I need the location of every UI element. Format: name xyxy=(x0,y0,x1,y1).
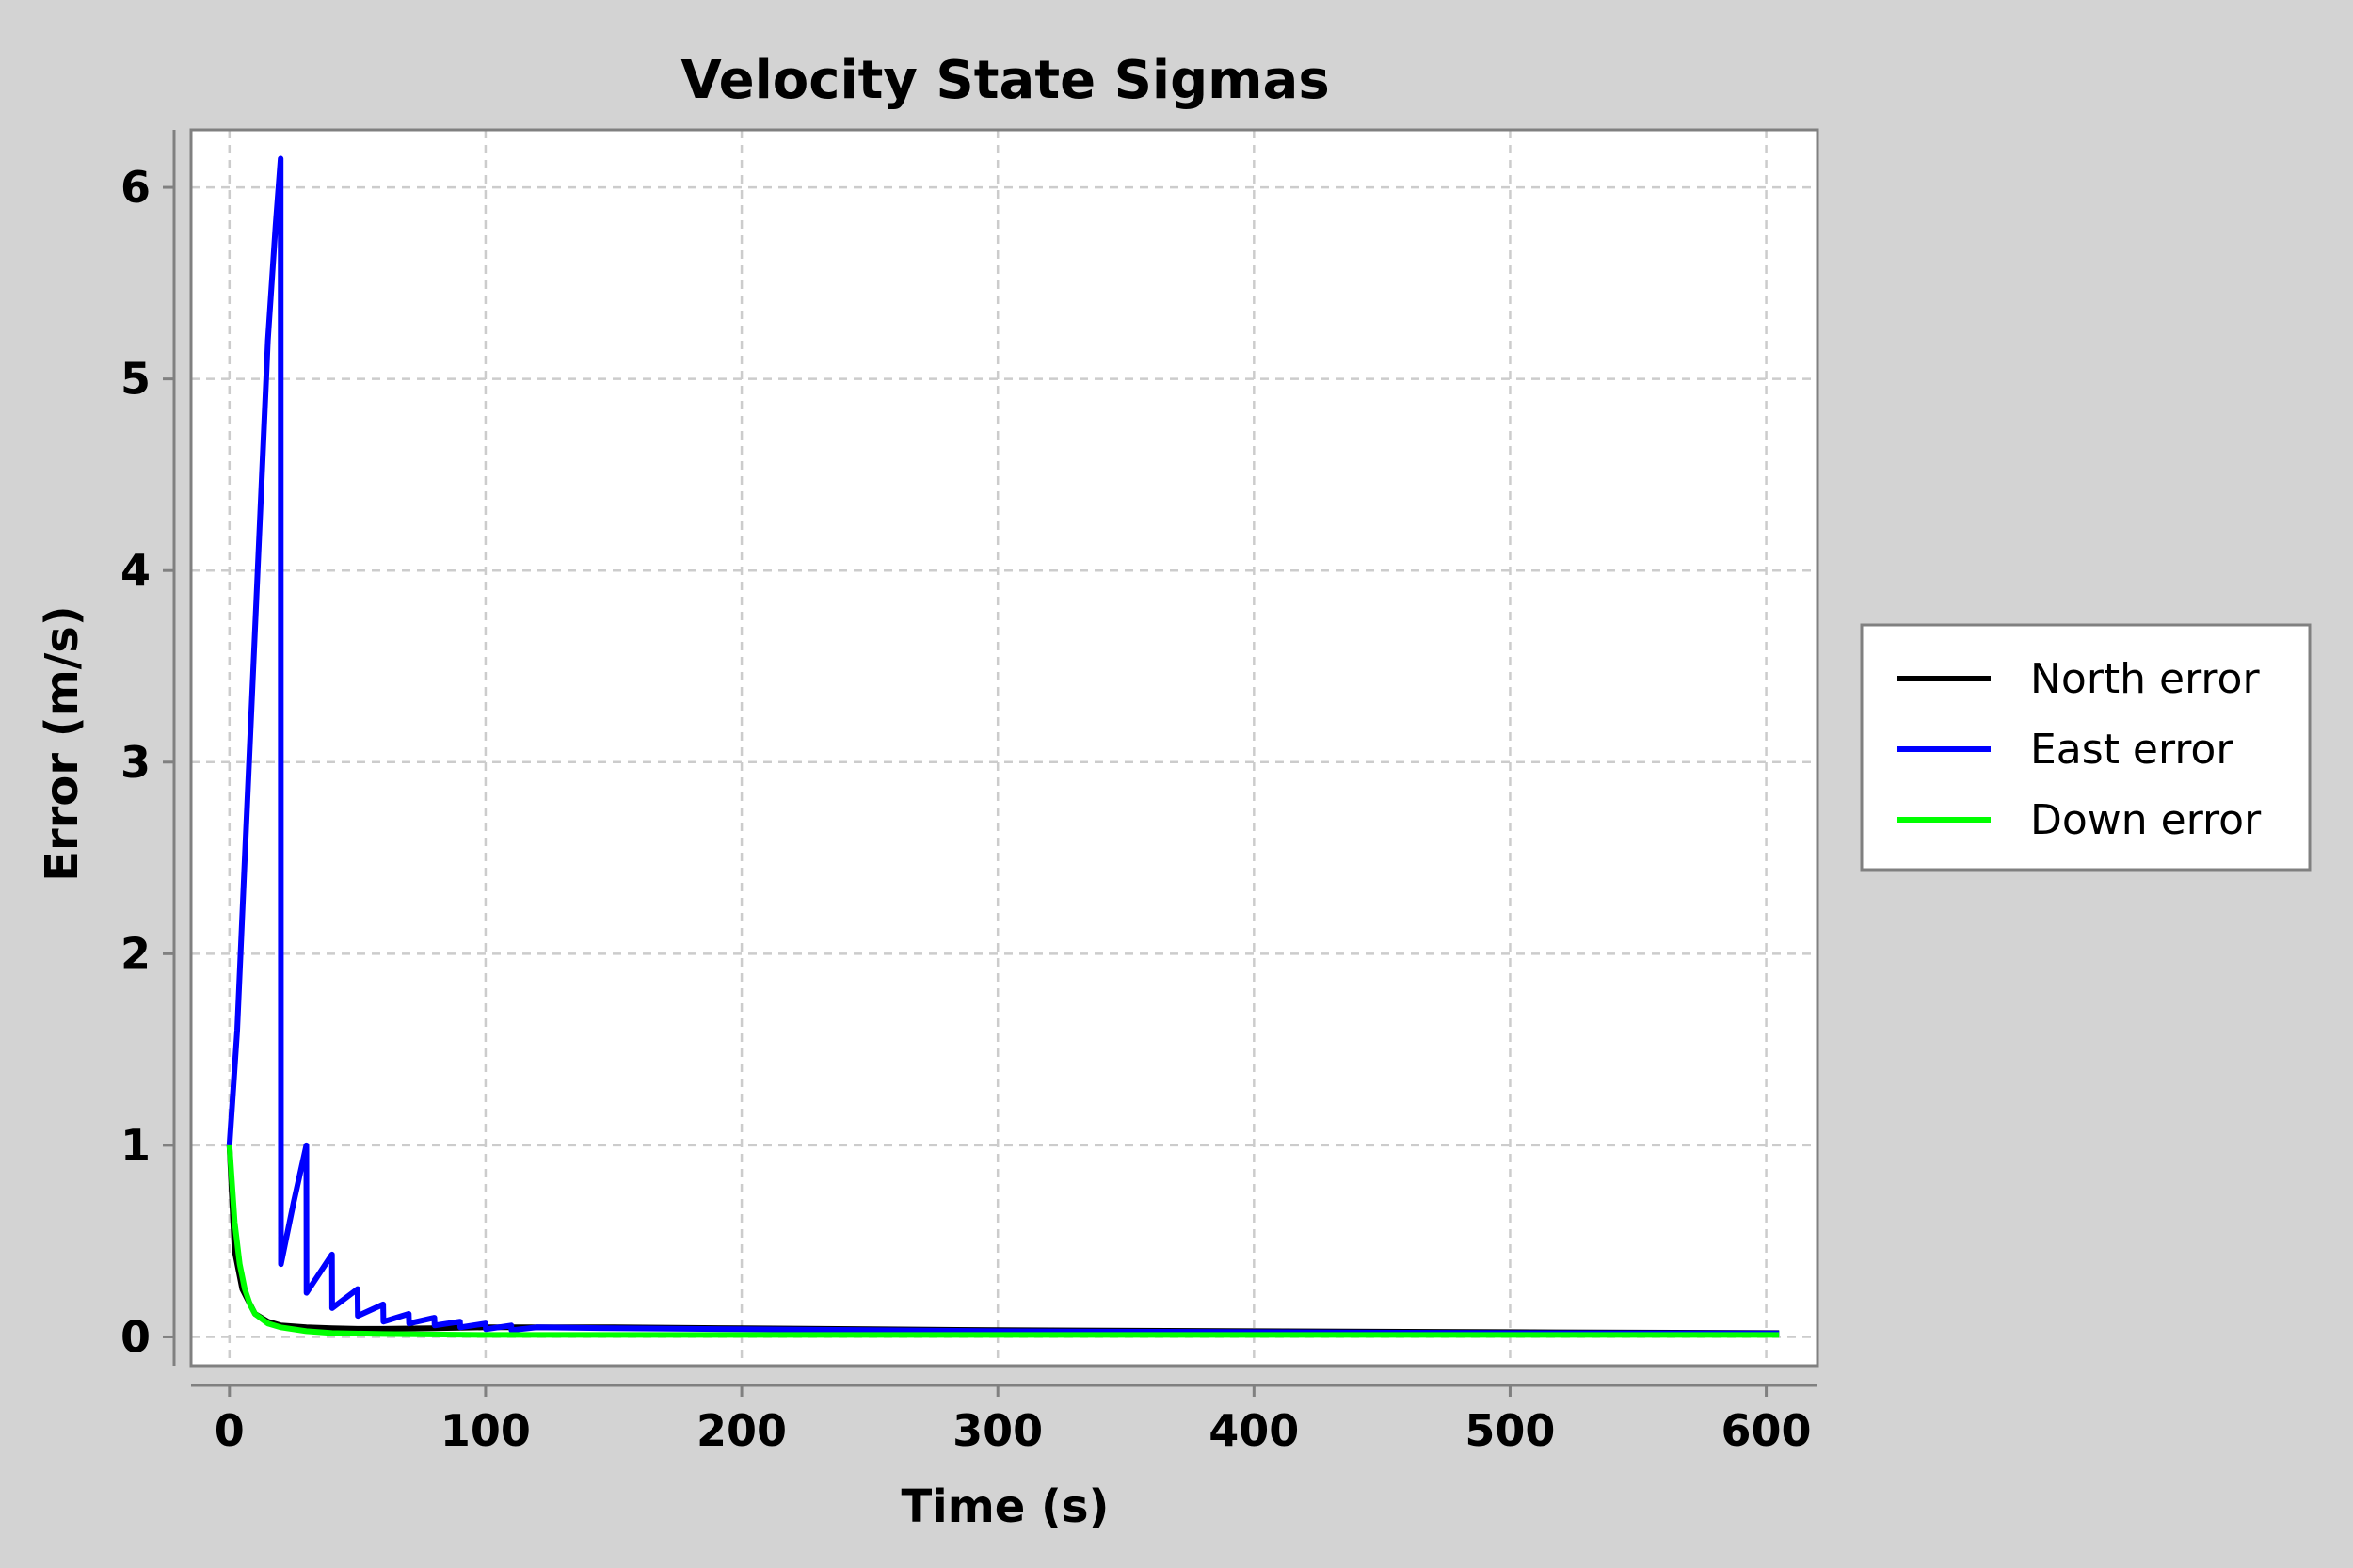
x-tick-label: 500 xyxy=(1465,1405,1555,1456)
legend-label-north-error: North error xyxy=(2030,655,2260,703)
legend: North error East error Down error xyxy=(1860,623,2312,872)
x-ticks: 0 100 200 300 400 500 600 xyxy=(215,1385,1812,1456)
y-ticks: 0 1 2 3 4 5 6 xyxy=(120,162,174,1362)
y-tick-label: 4 xyxy=(120,545,151,596)
y-tick-label: 1 xyxy=(120,1120,151,1171)
series-line-down-error xyxy=(226,1144,1780,1338)
x-tick-label: 600 xyxy=(1721,1405,1812,1456)
y-tick-label: 2 xyxy=(120,928,151,979)
series-lines xyxy=(226,155,1780,1338)
legend-label-down-error: Down error xyxy=(2030,796,2262,844)
y-tick-label: 6 xyxy=(120,162,151,213)
y-axis-label: Error (m/s) xyxy=(36,605,88,881)
x-tick-label: 0 xyxy=(215,1405,245,1456)
y-tick-label: 5 xyxy=(120,354,151,405)
plot-background xyxy=(191,130,1817,1366)
x-tick-label: 300 xyxy=(952,1405,1043,1456)
x-tick-label: 200 xyxy=(696,1405,787,1456)
legend-label-east-error: East error xyxy=(2030,726,2233,774)
y-tick-label: 0 xyxy=(120,1311,151,1362)
x-tick-label: 400 xyxy=(1209,1405,1299,1456)
x-axis-label: Time (s) xyxy=(902,1480,1110,1533)
y-tick-label: 3 xyxy=(120,737,151,788)
plot-frame xyxy=(189,128,1819,1368)
chart-title: Velocity State Sigmas xyxy=(680,50,1329,111)
x-tick-label: 100 xyxy=(440,1405,531,1456)
series-line-east-error xyxy=(226,155,1780,1336)
